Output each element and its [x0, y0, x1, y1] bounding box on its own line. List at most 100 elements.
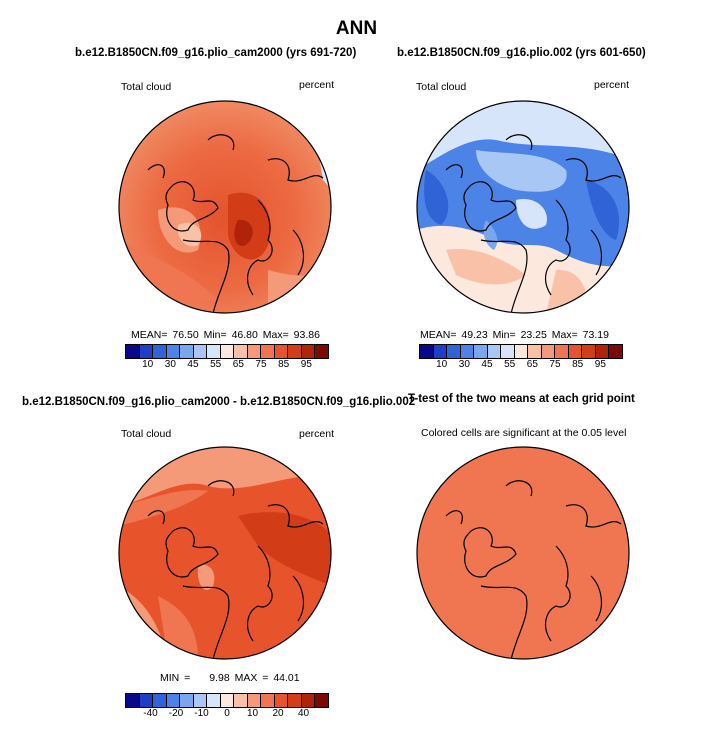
colorbar-tick-label: 55 [210, 359, 222, 370]
colorbar-swatch [595, 345, 610, 358]
colorbar-swatch [261, 694, 275, 707]
panel-2-title: b.e12.B1850CN.f09_g16.plio.002 (yrs 601-… [397, 47, 646, 59]
panel-3-min: 9.98 [209, 672, 230, 684]
colorbar-swatch [247, 345, 262, 358]
colorbar-tick-label: 75 [255, 359, 267, 370]
max-label: Max= [551, 329, 578, 341]
panel-4-title: T-test of the two means at each grid poi… [408, 393, 635, 405]
panel-2-units: percent [594, 79, 630, 91]
panel-1-mean: 76.50 [172, 329, 199, 341]
max-label: MAX = [234, 672, 269, 684]
colorbar-swatch [126, 345, 140, 358]
colorbar-swatch [433, 345, 448, 358]
panel-2-variable: Total cloud [416, 81, 467, 93]
colorbar-swatch [315, 345, 328, 358]
panel-1-polar-map [118, 100, 332, 314]
min-label: MIN = [160, 672, 191, 684]
max-label: Max= [262, 329, 289, 341]
mean-label: MEAN= [131, 329, 168, 341]
colorbar-ticks: 10 30 45 55 65 75 85 95 [125, 359, 329, 373]
colorbar-swatch [609, 345, 622, 358]
colorbar-tick-label: 0 [224, 708, 230, 719]
panel-1-units: percent [299, 79, 335, 91]
colorbar-swatch [153, 345, 167, 358]
colorbar-swatch [568, 345, 583, 358]
colorbar-tick-label: 10 [246, 708, 259, 719]
colorbar-tick-label: 85 [278, 359, 290, 370]
figure-title: ANN [335, 18, 378, 39]
min-label: Min= [203, 329, 227, 341]
colorbar-swatch [474, 345, 488, 358]
panel-2-mean: 49.23 [461, 329, 488, 341]
colorbar-tick-label: 75 [549, 359, 561, 370]
colorbar-swatch [207, 694, 221, 707]
panel-3-polar-map [118, 446, 332, 660]
colorbar-swatch [555, 345, 569, 358]
colorbar-tick-label: 45 [187, 359, 199, 370]
panel-3-stats: MIN = 9.98 MAX = 44.01 [160, 672, 300, 684]
panel-1-stats: MEAN= 76.50 Min= 46.80 Max= 93.86 [131, 329, 320, 341]
colorbar-tick-label: 30 [164, 359, 176, 370]
panel-2-stats: MEAN= 49.23 Min= 23.25 Max= 73.19 [420, 329, 609, 341]
colorbar-tick-label: 10 [142, 359, 154, 370]
colorbar-swatch [447, 345, 461, 358]
mean-label: MEAN= [420, 329, 457, 341]
colorbar-swatch [582, 345, 596, 358]
colorbar-tick-label: 40 [297, 708, 310, 719]
colorbar-swatches [125, 344, 329, 359]
panel-2-min: 23.25 [520, 329, 547, 341]
colorbar-swatch [274, 345, 289, 358]
panel-3-title: b.e12.B1850CN.f09_g16.plio_cam2000 - b.e… [22, 396, 416, 408]
colorbar-ticks: 10 30 45 55 65 75 85 95 [419, 359, 623, 373]
colorbar-swatch [166, 694, 181, 707]
colorbar-swatch [487, 345, 502, 358]
panel-1-title: b.e12.B1850CN.f09_g16.plio_cam2000 (yrs … [75, 47, 357, 59]
panel-2-colorbar: 10 30 45 55 65 75 85 95 [419, 344, 623, 373]
colorbar-swatch [288, 345, 302, 358]
colorbar-swatch [126, 694, 140, 707]
colorbar-swatch [274, 694, 289, 707]
colorbar-swatch [528, 345, 542, 358]
colorbar-tick-label: -20 [168, 708, 184, 719]
colorbar-tick-label: 30 [458, 359, 470, 370]
colorbar-swatch [220, 694, 235, 707]
colorbar-swatch [460, 345, 475, 358]
colorbar-swatch [180, 694, 194, 707]
colorbar-tick-label: 45 [481, 359, 493, 370]
min-label: Min= [492, 329, 516, 341]
colorbar-swatch [301, 694, 316, 707]
colorbar-tick-label: 55 [504, 359, 516, 370]
colorbar-swatch [501, 345, 515, 358]
colorbar-swatch [180, 345, 194, 358]
panel-1-max: 93.86 [293, 329, 320, 341]
colorbar-swatch [420, 345, 434, 358]
colorbar-swatch [139, 345, 154, 358]
colorbar-tick-label: 85 [572, 359, 584, 370]
panel-3-variable: Total cloud [121, 428, 172, 440]
colorbar-swatch [139, 694, 154, 707]
colorbar-tick-label: 10 [436, 359, 448, 370]
colorbar-tick-label: -10 [194, 708, 209, 719]
panel-1-variable: Total cloud [121, 81, 172, 93]
panel-1-min: 46.80 [231, 329, 258, 341]
colorbar-tick-label: 95 [594, 359, 606, 370]
colorbar-tick-label: 65 [526, 359, 538, 370]
colorbar-swatch [514, 345, 529, 358]
colorbar-swatch [193, 345, 208, 358]
panel-3-max: 44.01 [273, 672, 300, 684]
colorbar-tick-label: -40 [143, 708, 158, 719]
panel-4-polar-map [416, 446, 630, 660]
panel-2-polar-map [416, 100, 630, 314]
colorbar-tick-label: 20 [272, 708, 284, 719]
colorbar-swatch [153, 694, 167, 707]
colorbar-swatch [166, 345, 181, 358]
panel-3-units: percent [299, 428, 335, 440]
colorbar-swatches [419, 344, 623, 359]
colorbar-swatch [234, 345, 248, 358]
colorbar-swatch [193, 694, 208, 707]
panel-1-colorbar: 10 30 45 55 65 75 85 95 [125, 344, 329, 373]
colorbar-swatch [301, 345, 316, 358]
colorbar-tick-label: 95 [300, 359, 312, 370]
colorbar-swatch [220, 345, 235, 358]
colorbar-swatch [234, 694, 248, 707]
